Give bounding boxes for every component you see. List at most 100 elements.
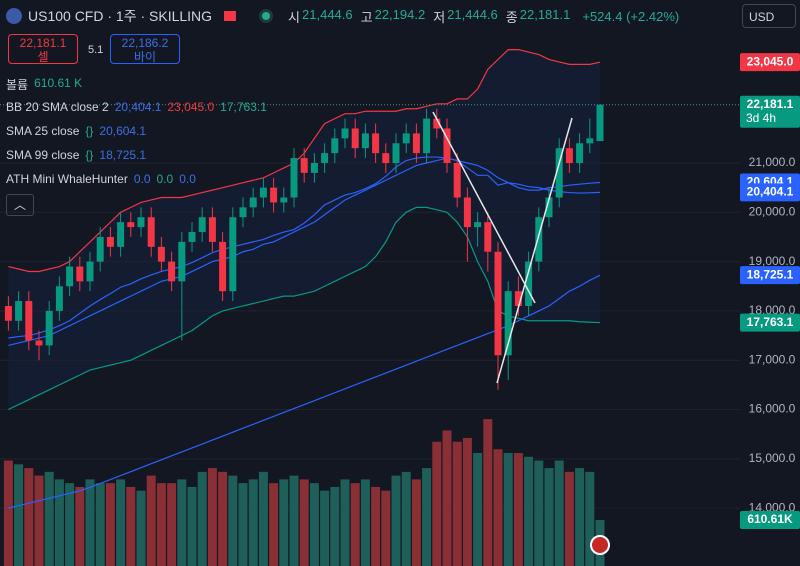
candle-body [157,246,165,262]
price-tag-label: 20,404.1 [747,185,794,199]
candle-body [229,217,237,292]
candle-body [127,222,135,228]
volume-bar [462,437,472,566]
candle-body [147,217,155,247]
price-tag [740,183,800,202]
y-tick-label: 19,000.0 [749,254,796,268]
legend-value: 610.61 K [34,76,83,90]
price-tag [740,266,800,285]
candle-body [453,162,461,198]
volume-legend: 볼륨 610.61 K [6,76,82,93]
legend-entry[interactable]: BB 20 SMA close 2 20,404.1 23,045.0 17,763.… [6,100,267,114]
volume-bar [228,475,238,566]
volume-bar [524,456,534,566]
volume-bar [85,479,95,566]
volume-bar [24,468,34,566]
volume-bar [432,441,442,566]
legend-entry[interactable]: SMA 99 close {} 18,725.1 [6,148,146,162]
volume-bar [248,479,258,566]
price-tag-label: 17,763.1 [747,315,794,329]
volume-bar [493,449,503,566]
legend-value: 17,763.1 [220,100,267,114]
volume-bar [156,483,166,566]
y-tick-label: 16,000.0 [749,402,796,416]
volume-bar [299,479,309,566]
volume-tag-label: 610.61K [747,512,793,526]
candle-body [423,118,431,154]
volume-bar [564,471,574,566]
candle-body [514,291,522,306]
y-tick-label: 21,000.0 [749,155,796,169]
change: +524.4 (+2.42%) [582,8,680,24]
volume-bar [197,471,207,566]
legend-value: 20,404.1 [114,100,162,114]
candle-body [137,217,145,228]
candle-body [300,158,308,173]
price-tag [740,313,800,332]
flag-icon [6,8,22,24]
volume-bar [473,453,483,566]
symbol-title[interactable]: US100 CFD · 1주 · SKILLING [28,8,213,24]
legend-icon: {} [85,124,94,138]
candle-body [168,261,176,282]
legend-name: SMA 99 close [6,148,80,162]
sell-button[interactable]: 22,181.1 셀 [8,34,78,64]
volume-bar [146,475,156,566]
volume-bar [65,483,75,566]
candle-body [117,222,125,247]
candle-body [586,138,594,144]
candle-body [76,266,84,282]
trend-line [432,111,536,304]
candle-body [4,305,12,321]
legend-entry[interactable]: SMA 25 close {} 20,604.1 [6,124,146,138]
ohlc-value: 22,181.1 [519,6,571,22]
volume-bar [381,490,391,566]
legend-name: BB 20 SMA close 2 [6,100,109,114]
legend-entry[interactable]: ATH Mini WhaleHunter 0.0 0.0 0.0 [6,172,196,186]
countdown: 3d 4h [746,111,776,125]
volume-bar [167,483,177,566]
volume-bar [279,479,289,566]
candle-body [525,261,533,306]
price-tag [740,53,800,72]
volume-bar [207,468,217,566]
volume-bar [54,479,64,566]
flag-icon[interactable] [590,535,610,555]
volume-bar [105,483,115,566]
collapse-button[interactable]: ︿ [6,194,34,216]
candle-body [351,128,359,149]
candle-body [15,301,23,321]
candle-body [463,197,471,228]
volume-bar [544,468,554,566]
volume-bar [116,479,126,566]
header: US100 CFD · 1주 · SKILLING 시 21,444.6 고 22,1… [6,6,679,26]
volume-tag [740,511,800,530]
candle-body [178,241,186,282]
volume-bar [442,430,452,566]
volume-bar [75,486,85,566]
legend-name: 볼륨 [6,78,29,92]
candle-body [45,310,53,346]
buy-price: 22,186.2 [121,36,169,50]
volume-bar [258,471,268,566]
candle-body [239,207,247,218]
currency-select[interactable]: USD [742,4,796,28]
candle-body [433,118,441,129]
volume-bar [177,479,187,566]
ohlc-label: 고 [360,9,373,25]
candle-body [382,153,390,163]
volume-bar [44,471,54,566]
flag-button[interactable] [224,11,237,21]
bb-band [8,49,600,410]
volume-bar [554,460,564,566]
volume-bar [401,471,411,566]
buy-button[interactable]: 22,186.2 바이 [110,34,180,64]
volume-bar [238,483,248,566]
candle-body [504,291,512,356]
status-dot [262,12,271,20]
y-tick-label: 18,000.0 [749,303,796,317]
candle-body [35,340,43,346]
legend-value: 18,725.1 [99,148,147,162]
candle-body [341,128,349,139]
